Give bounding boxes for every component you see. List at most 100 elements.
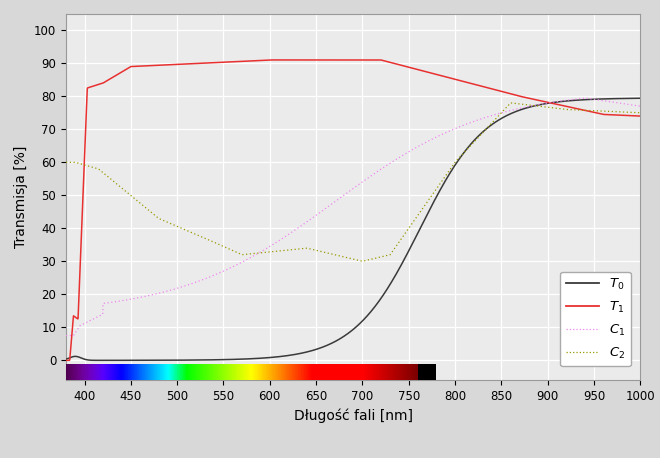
Bar [135,364,136,380]
Bar [379,364,380,380]
Bar [90,364,91,380]
Bar [392,364,393,380]
Bar [329,364,330,380]
Bar [172,364,173,380]
Bar [427,364,428,380]
Bar [183,364,184,380]
Bar [398,364,399,380]
Bar [86,364,88,380]
Bar [305,364,306,380]
Bar [220,364,221,380]
Bar [145,364,146,380]
Bar [187,364,189,380]
Bar [104,364,106,380]
Bar [83,364,84,380]
Bar [76,364,77,380]
Bar [400,364,401,380]
Bar [419,364,420,380]
Bar [316,364,317,380]
Bar [199,364,201,380]
Bar [152,364,153,380]
Bar [157,364,158,380]
Bar [89,364,90,380]
Bar [128,364,129,380]
Bar [160,364,161,380]
Bar [355,364,356,380]
Bar [163,364,164,380]
Bar [418,364,419,380]
Bar [94,364,95,380]
Bar [374,364,375,380]
Bar [166,364,167,380]
Bar [367,364,368,380]
Bar [91,364,92,380]
Bar [417,364,418,380]
Bar [272,364,273,380]
Bar [181,364,182,380]
Bar [148,364,149,380]
Bar [308,364,309,380]
Bar [207,364,208,380]
Bar [297,364,298,380]
Bar [67,364,68,380]
Bar [416,364,417,380]
Bar [393,364,394,380]
Bar [273,364,274,380]
Bar [142,364,143,380]
Bar [230,364,231,380]
Bar [366,364,367,380]
Bar [284,364,285,380]
Bar [371,364,372,380]
Bar [401,364,403,380]
Bar [434,364,435,380]
Bar [407,364,409,380]
Bar [238,364,239,380]
Bar [164,364,165,380]
Bar [245,364,246,380]
Bar [361,364,362,380]
Bar [118,364,119,380]
Bar [85,364,86,380]
Bar [156,364,157,380]
Bar [309,364,310,380]
Bar [255,364,256,380]
Bar [113,364,114,380]
Bar [228,364,229,380]
Bar [293,364,294,380]
Bar [363,364,364,380]
Bar [161,364,162,380]
Bar [74,364,75,380]
Bar [137,364,138,380]
Bar [236,364,237,380]
Bar [153,364,154,380]
Bar [244,364,245,380]
Bar [280,364,281,380]
Bar [208,364,209,380]
Bar [267,364,268,380]
Bar [426,364,427,380]
Bar [175,364,176,380]
Bar [382,364,383,380]
Bar [195,364,196,380]
Bar [379,364,380,380]
Bar [155,364,156,380]
Bar [321,364,322,380]
Bar [237,364,238,380]
Bar [320,364,321,380]
Bar [241,364,242,380]
Bar [185,364,186,380]
Bar [130,364,131,380]
Bar [235,364,236,380]
Bar [159,364,160,380]
Bar [126,364,127,380]
Bar [404,364,405,380]
Bar [203,364,204,380]
Bar [132,364,133,380]
Bar [345,364,346,380]
Bar [291,364,292,380]
Bar [259,364,260,380]
Bar [369,364,370,380]
Bar [357,364,358,380]
Bar [171,364,172,380]
Bar [413,364,414,380]
